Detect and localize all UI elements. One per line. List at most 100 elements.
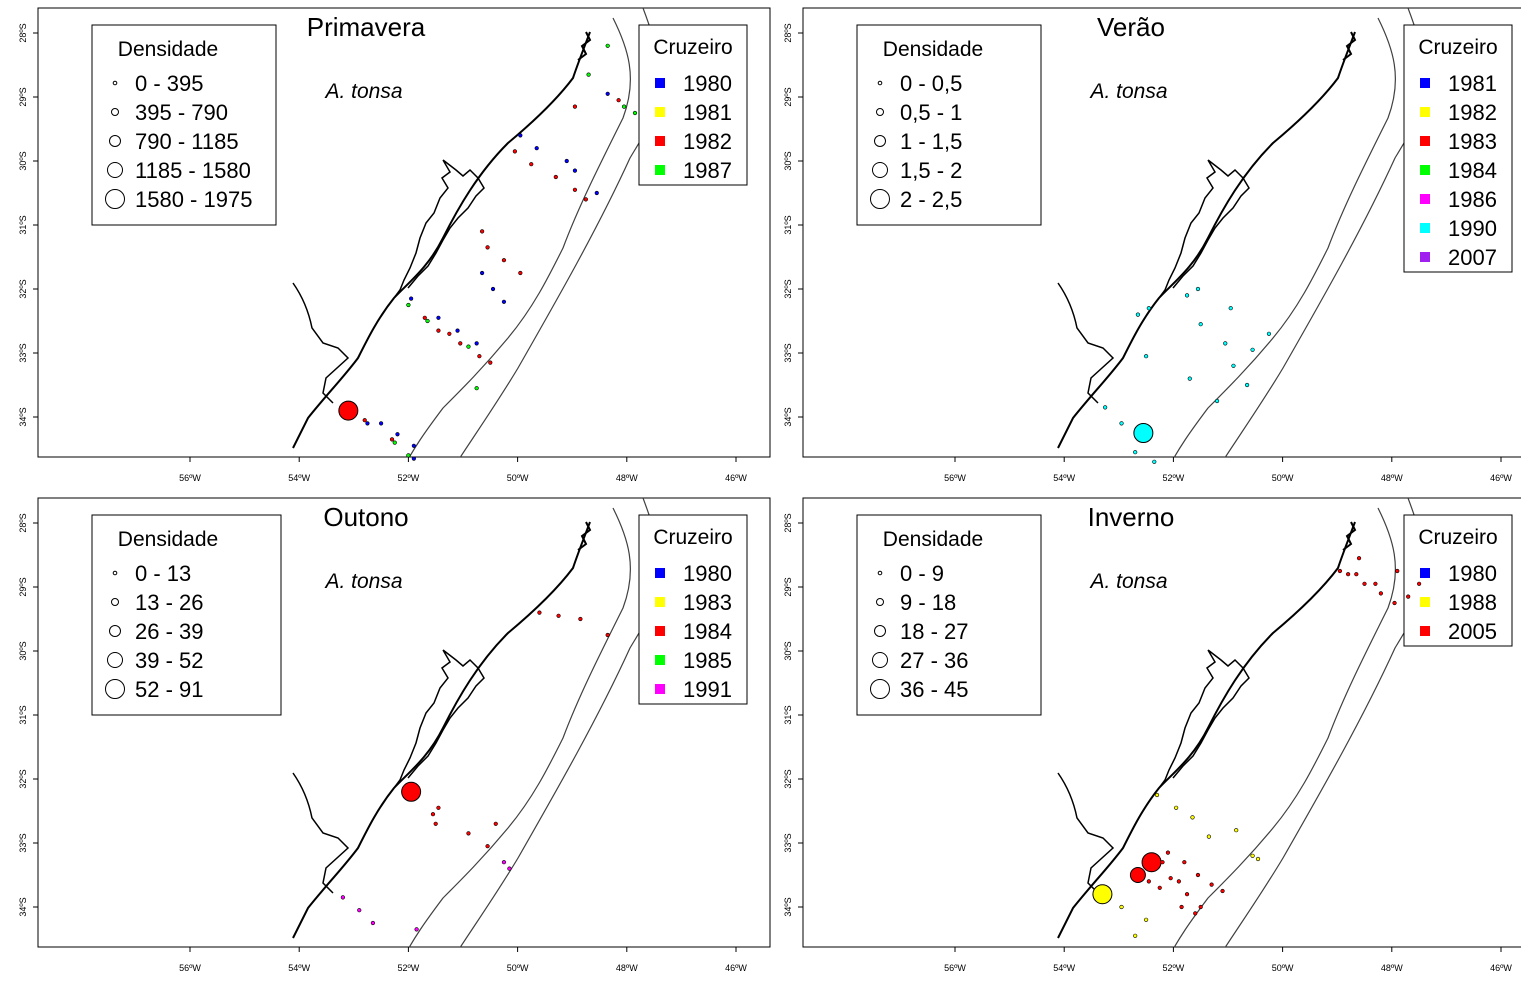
cruise-legend-title: Cruzeiro [653,36,732,59]
y-tick-label: 28ºS [783,23,793,42]
density-class-label: 395 - 790 [135,100,228,125]
density-symbol [877,80,883,86]
density-class-label: 13 - 26 [135,590,204,615]
density-symbol [872,162,888,178]
y-tick-label: 30ºS [18,641,28,660]
cruise-swatch [1420,136,1430,146]
station-point [537,610,542,615]
density-class-label: 36 - 45 [900,677,969,702]
station-point [362,418,367,423]
station-point [1195,286,1201,292]
cruise-year-label: 1984 [683,619,732,644]
cruise-swatch [1420,597,1430,607]
y-tick-label: 34ºS [783,407,793,426]
density-symbol [107,162,123,178]
station-point [411,456,416,461]
density-symbol [876,598,884,606]
station-point [512,149,517,154]
x-tick-label: 52ºW [1163,963,1185,973]
x-tick-label: 46ºW [725,473,747,483]
x-tick-label: 50ºW [507,963,529,973]
panel-title: Verão [1097,12,1165,42]
species-label: A. tonsa [1088,80,1167,103]
station-point [1146,879,1151,884]
station-point [572,187,578,192]
season-panels: 56ºW 54ºW 52ºW 50ºW 48ºW 46ºW 28ºS 29ºS 30ºS 31ºS… [18,7,1521,973]
y-tick-label: 32ºS [18,769,28,788]
cruise-swatch [1420,107,1430,117]
station-point [1152,459,1157,464]
panel-title: Outono [323,502,408,532]
station-point [1250,347,1255,352]
density-symbol [876,108,884,116]
station-point [455,328,460,333]
station-point [485,844,490,849]
station-point [406,453,411,458]
station-point [1395,568,1400,574]
station-points [338,43,638,461]
station-point [553,174,558,180]
density-class-label: 1 - 1,5 [900,129,962,154]
station-point [480,229,485,234]
x-tick-label: 56ºW [944,473,966,483]
x-tick-label: 48ºW [616,963,638,973]
x-tick-label: 46ºW [1490,963,1512,973]
density-legend-title: Densidade [118,38,218,61]
y-tick-label: 32ºS [783,279,793,298]
station-point [422,315,427,320]
x-tick-label: 56ºW [944,963,966,973]
density-symbol [112,80,118,86]
map-panel-verao: 56ºW 54ºW 52ºW 50ºW 48ºW 46ºW 28ºS 29ºS 30ºS 31ºS… [783,7,1521,483]
density-symbol [111,598,119,606]
cruise-legend: Cruzeiro 1980 1983 1984 1985 1991 [638,514,748,705]
x-tick-label: 52ºW [1163,473,1185,483]
station-point [1119,421,1124,426]
station-point [1223,341,1228,346]
station-point [1198,322,1203,327]
density-legend: Densidade 0 - 0,5 0,5 - 1 1 - 1,5 1,5 - 2 2 -… [856,24,1042,226]
station-point [1362,581,1367,586]
cruise-year-label: 2005 [1448,619,1497,644]
x-tick-label: 50ºW [1272,963,1294,973]
station-point [436,805,441,810]
cruise-year-label: 2007 [1448,245,1497,270]
station-point [572,168,578,173]
station-point [605,632,610,638]
station-point [436,328,441,333]
station-point [493,821,498,826]
density-class-label: 790 - 1185 [135,129,239,154]
station-point [1133,450,1138,455]
station-point [1220,888,1225,894]
station-point [409,296,414,301]
panel-title: Primavera [307,12,426,42]
station-point [1160,860,1165,865]
station-point [1406,594,1411,599]
cruise-year-label: 1980 [683,561,732,586]
y-tick-label: 34ºS [18,407,28,426]
station-point [529,162,534,167]
y-tick-label: 31ºS [18,705,28,724]
station-point [518,133,523,138]
station-point [436,315,441,320]
y-tick-label: 33ºS [18,833,28,852]
station-point [401,781,422,802]
density-class-label: 39 - 52 [135,648,204,673]
station-point [1356,556,1362,561]
x-tick-label: 56ºW [179,963,201,973]
species-label: A. tonsa [323,570,402,593]
density-symbol [109,625,121,637]
station-point [1141,852,1162,873]
station-point [1255,856,1261,862]
station-point [1416,581,1422,586]
cruise-swatch [655,107,665,117]
station-point [1228,306,1233,311]
map-panel-outono: 56ºW 54ºW 52ºW 50ºW 48ºW 46ºW 28ºS 29ºS 30ºS 31ºS… [18,497,771,973]
density-symbol [107,652,123,668]
cruise-swatch [1420,626,1430,636]
x-tick-label: 54ºW [1053,473,1075,483]
cruise-swatch [655,568,665,578]
y-tick-label: 29ºS [783,577,793,596]
station-point [605,91,610,96]
station-point [1337,568,1343,574]
cruise-swatch [1420,223,1430,233]
